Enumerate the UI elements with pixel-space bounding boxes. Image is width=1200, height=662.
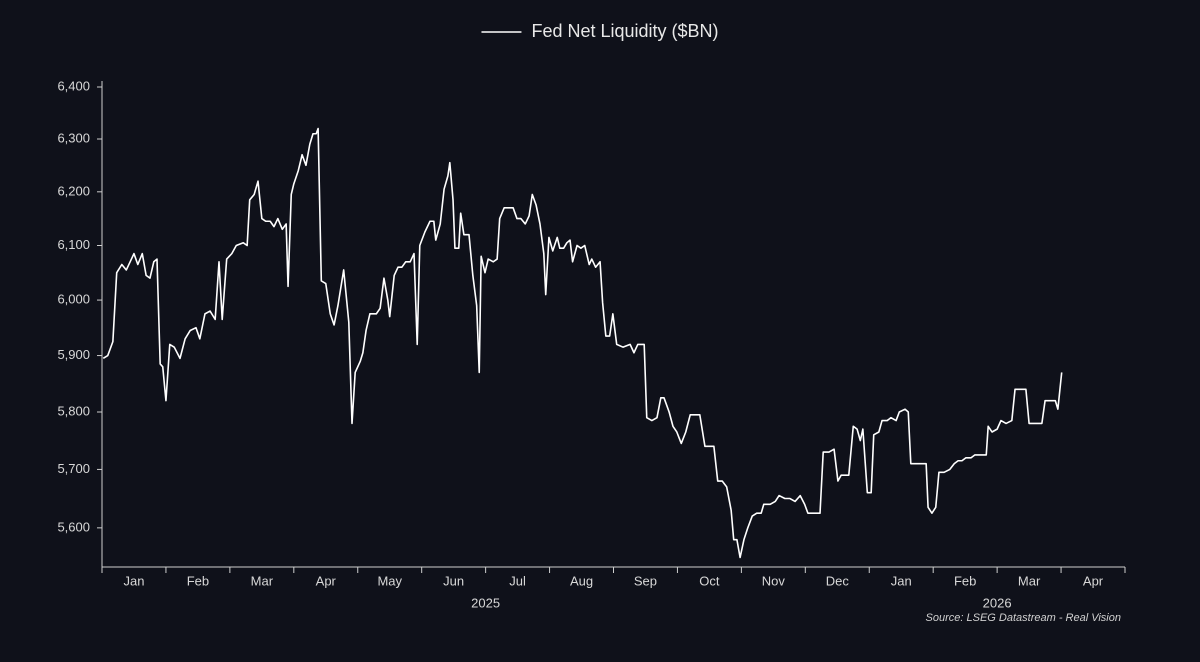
y-tick-label: 6,000 (57, 292, 90, 307)
x-tick-label: Apr (316, 573, 337, 588)
x-tick-label: Feb (954, 573, 976, 588)
x-tick-label: Mar (251, 573, 274, 588)
y-tick-label: 5,600 (57, 519, 90, 534)
y-tick-label: 5,700 (57, 461, 90, 476)
year-label: 2025 (471, 595, 500, 610)
y-tick-label: 6,200 (57, 183, 90, 198)
x-tick-label: Nov (762, 573, 786, 588)
y-tick-label: 6,400 (57, 78, 90, 93)
source-note: Source: LSEG Datastream - Real Vision (926, 612, 1121, 624)
x-tick-label: Jan (891, 573, 912, 588)
x-tick-label: Feb (187, 573, 209, 588)
x-tick-label: Dec (826, 573, 850, 588)
y-tick-label: 5,900 (57, 347, 90, 362)
x-tick-label: Jan (123, 573, 144, 588)
y-tick-label: 6,300 (57, 130, 90, 145)
y-tick-label: 5,800 (57, 403, 90, 418)
legend-label: Fed Net Liquidity ($BN) (531, 21, 718, 41)
x-tick-label: Jul (509, 573, 526, 588)
x-tick-label: May (377, 573, 402, 588)
x-tick-label: Aug (570, 573, 593, 588)
data-line (102, 127, 1063, 559)
x-tick-label: Jun (443, 573, 464, 588)
x-tick-label: Apr (1083, 573, 1104, 588)
y-tick-label: 6,100 (57, 237, 90, 252)
x-tick-label: Mar (1018, 573, 1041, 588)
x-tick-label: Sep (634, 573, 657, 588)
x-tick-label: Oct (699, 573, 720, 588)
year-label: 2026 (983, 595, 1012, 610)
